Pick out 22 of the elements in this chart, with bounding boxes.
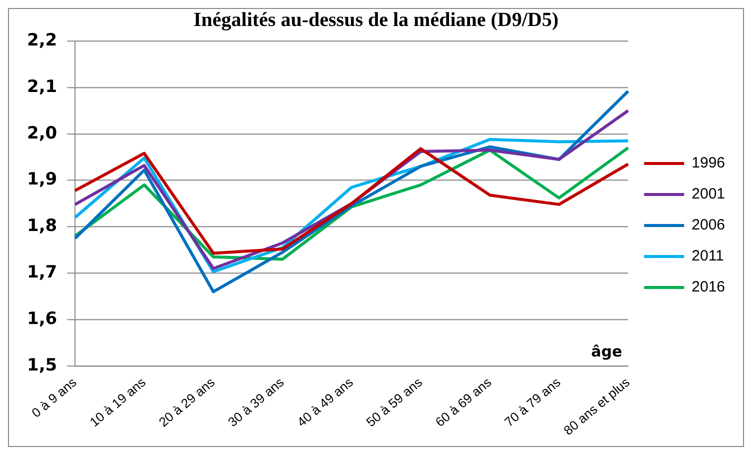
y-tick-label: 1,7 (26, 262, 58, 283)
y-tick-label: 2,0 (26, 123, 58, 144)
y-tick-label: 1,6 (26, 309, 58, 330)
legend-label: 2011 (692, 248, 724, 265)
legend-label: 2001 (692, 186, 726, 203)
x-tick-label: 60 à 69 ans (432, 374, 494, 430)
x-tick-label: 10 à 19 ans (86, 374, 149, 430)
x-tick-label: 40 à 49 ans (294, 374, 356, 430)
y-tick-label: 2,2 (26, 30, 58, 50)
chart-title: Inégalités au-dessus de la médiane (D9/D5) (193, 9, 559, 32)
x-tick-label: 20 à 29 ans (156, 374, 218, 430)
x-tick-label: 30 à 39 ans (225, 374, 288, 430)
x-axis-title: âge (591, 342, 622, 360)
y-tick-label: 1,5 (26, 355, 58, 376)
x-tick-label: 0 à 9 ans (28, 374, 80, 420)
y-tick-label: 1,9 (26, 170, 58, 190)
y-tick-label: 2,1 (26, 76, 58, 97)
x-tick-label: 50 à 59 ans (363, 374, 426, 430)
y-tick-label: 1,8 (26, 216, 58, 236)
legend-label: 1996 (692, 154, 726, 172)
legend-label: 2006 (692, 216, 726, 234)
legend-label: 2016 (692, 278, 726, 296)
